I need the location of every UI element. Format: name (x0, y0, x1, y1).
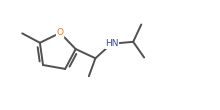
Text: HN: HN (105, 39, 118, 48)
Text: O: O (57, 28, 64, 37)
